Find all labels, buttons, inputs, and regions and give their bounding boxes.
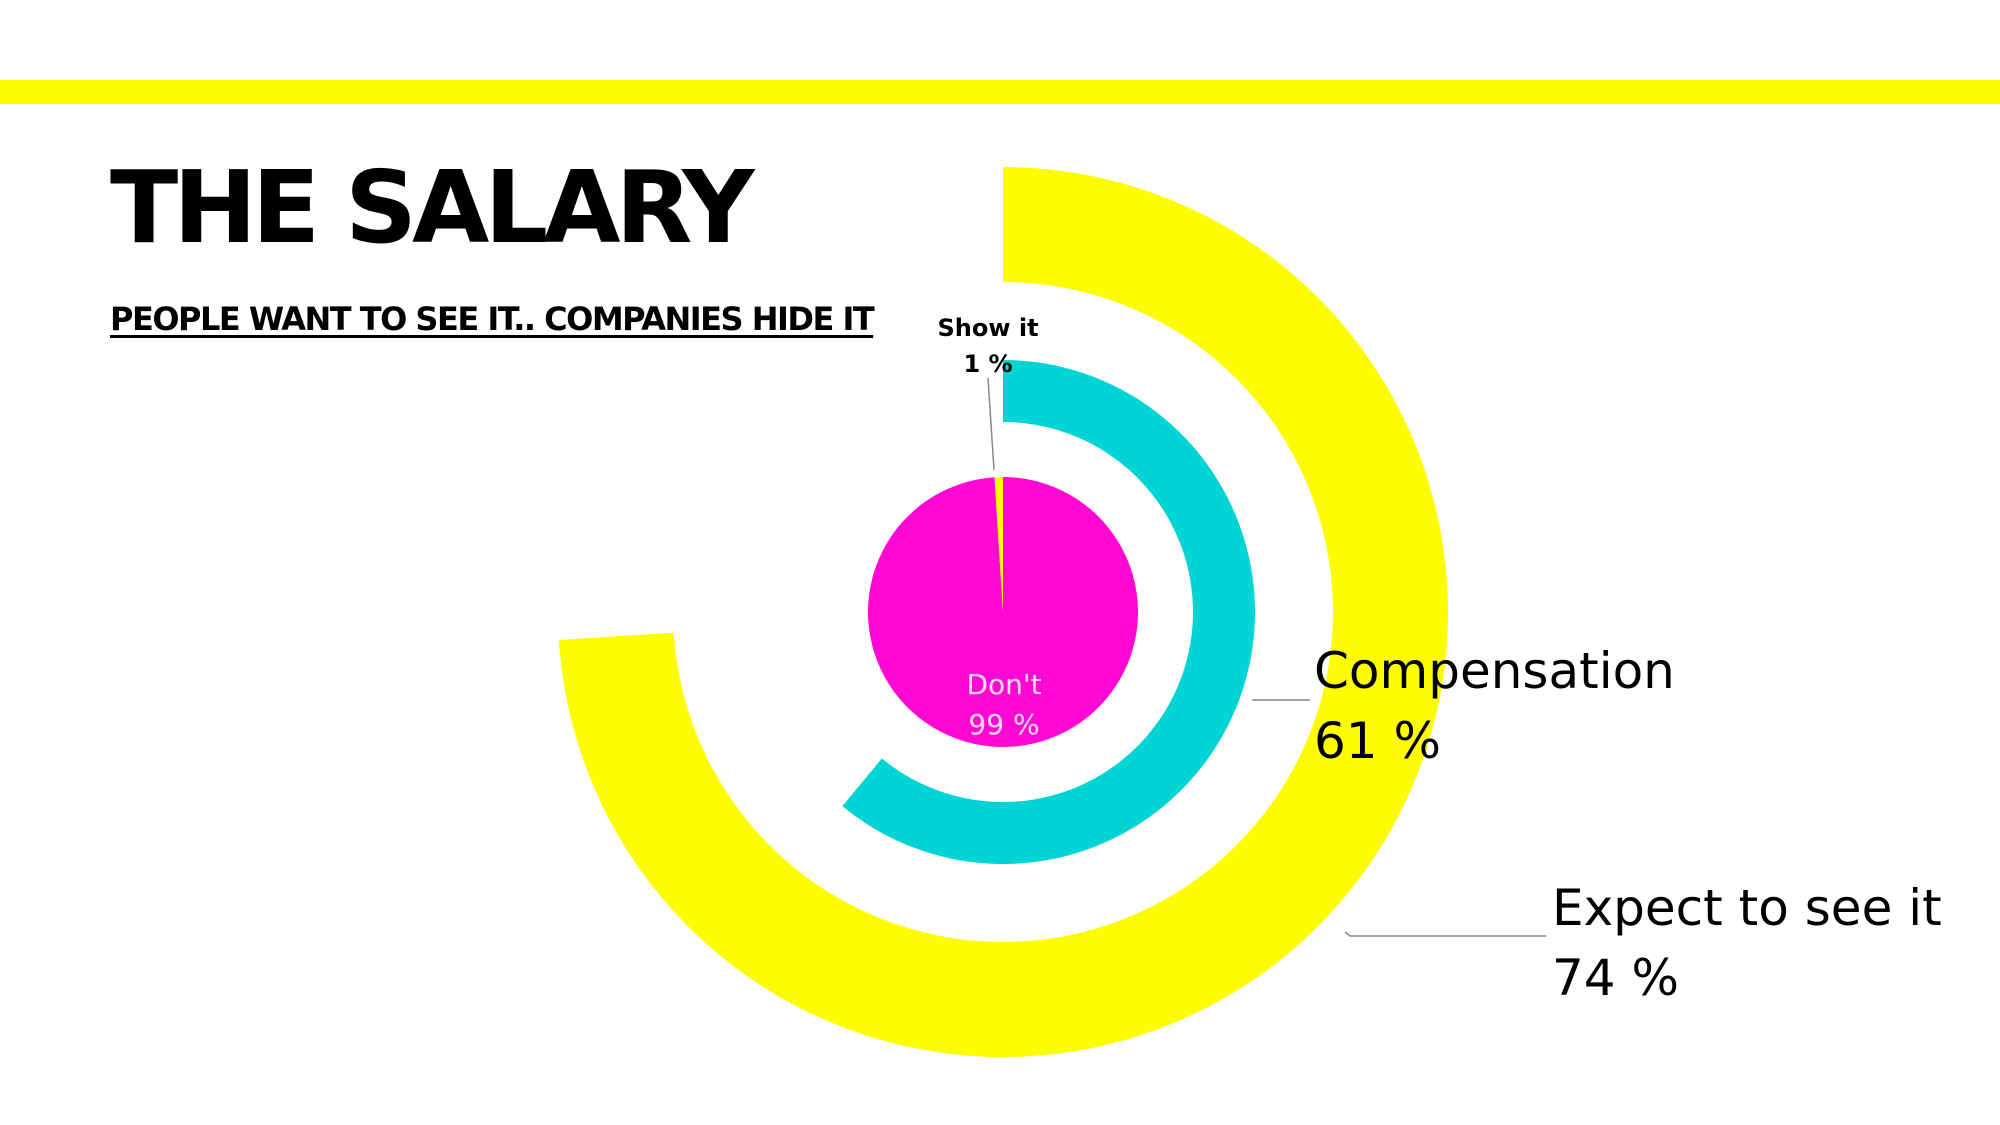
leader-line-expect	[1344, 931, 1546, 937]
slide-subtitle: PEOPLE WANT TO SEE IT.. COMPANIES HIDE I…	[110, 300, 875, 338]
label-expect: Expect to see it	[1552, 879, 1942, 937]
label-show: Show it	[937, 314, 1038, 342]
leader-lines	[987, 377, 1546, 937]
value-label-show: 1 %	[963, 350, 1012, 378]
pie-slice-show	[994, 477, 1003, 612]
ring-bars	[558, 167, 1448, 1057]
top-accent-stripe	[0, 80, 2000, 104]
pie	[867, 477, 1138, 747]
ring-bar-compensation	[842, 360, 1256, 864]
value-label-expect: 74 %	[1552, 949, 1679, 1007]
label-compensation: Compensation	[1314, 642, 1675, 700]
leader-line-show	[987, 377, 995, 471]
value-label-compensation: 61 %	[1314, 712, 1441, 770]
pie-slice-dont	[867, 477, 1138, 747]
label-dont: Don't	[966, 668, 1041, 701]
slide-title: THE SALARY	[110, 149, 755, 266]
value-label-dont: 99 %	[968, 708, 1039, 741]
